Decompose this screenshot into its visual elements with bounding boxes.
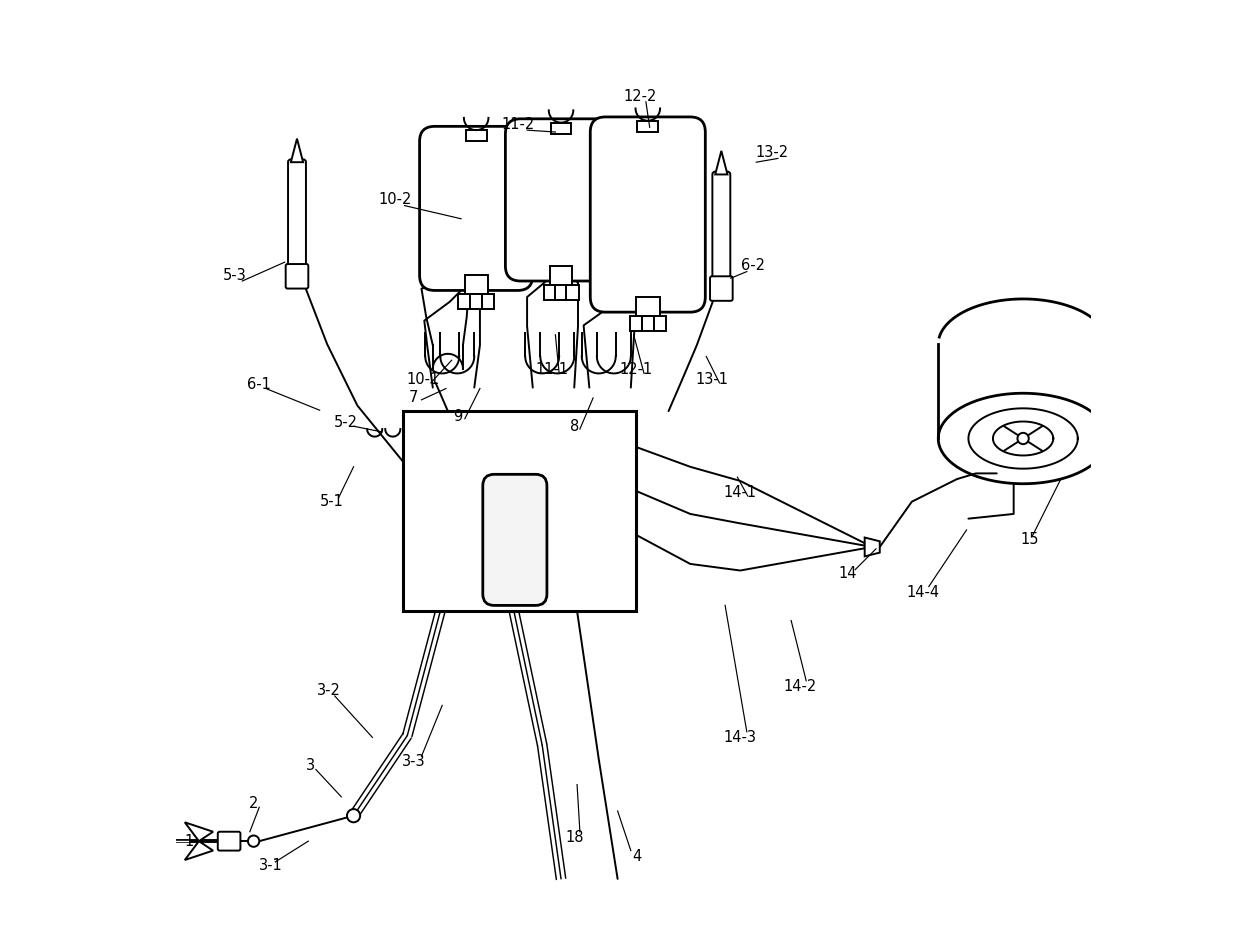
FancyBboxPatch shape bbox=[420, 126, 533, 290]
FancyBboxPatch shape bbox=[590, 117, 705, 312]
Bar bbox=[566, 285, 579, 300]
Bar bbox=[403, 411, 637, 611]
Text: 6-1: 6-1 bbox=[248, 377, 271, 392]
Text: 14-4: 14-4 bbox=[907, 585, 939, 600]
Text: 14: 14 bbox=[839, 566, 857, 581]
Text: 12-1: 12-1 bbox=[620, 362, 653, 377]
FancyBboxPatch shape bbox=[506, 119, 617, 281]
Text: 9: 9 bbox=[452, 409, 462, 424]
FancyBboxPatch shape bbox=[712, 172, 730, 281]
Circle shape bbox=[1017, 433, 1028, 444]
Text: 3: 3 bbox=[306, 758, 315, 773]
FancyBboxPatch shape bbox=[710, 276, 732, 301]
Text: 1: 1 bbox=[185, 834, 195, 849]
Text: 3-3: 3-3 bbox=[403, 754, 426, 769]
Text: 10-1: 10-1 bbox=[406, 372, 440, 387]
FancyBboxPatch shape bbox=[286, 264, 309, 289]
Bar bbox=[637, 121, 658, 132]
Bar bbox=[555, 285, 567, 300]
Text: 18: 18 bbox=[565, 830, 584, 845]
Polygon shape bbox=[185, 822, 213, 841]
Text: 5-3: 5-3 bbox=[223, 268, 247, 283]
Polygon shape bbox=[185, 841, 213, 860]
Bar bbox=[465, 275, 488, 294]
Text: 3-1: 3-1 bbox=[259, 858, 282, 873]
Text: 15: 15 bbox=[1021, 532, 1040, 547]
Text: 14-3: 14-3 bbox=[724, 730, 757, 745]
Circle shape bbox=[248, 835, 259, 847]
Text: 5-1: 5-1 bbox=[320, 494, 344, 509]
Text: 14-2: 14-2 bbox=[784, 679, 818, 694]
Text: 10-2: 10-2 bbox=[378, 192, 411, 207]
Bar bbox=[482, 294, 494, 309]
Text: 11-1: 11-1 bbox=[535, 362, 569, 377]
Bar bbox=[544, 285, 556, 300]
Text: 7: 7 bbox=[409, 390, 419, 405]
Text: 12-2: 12-2 bbox=[623, 89, 657, 104]
Bar bbox=[642, 316, 654, 331]
Text: 6-2: 6-2 bbox=[741, 258, 766, 273]
Text: 3-2: 3-2 bbox=[317, 683, 341, 698]
FancyBboxPatch shape bbox=[287, 159, 306, 269]
Text: 4: 4 bbox=[632, 849, 641, 864]
FancyBboxPatch shape bbox=[483, 474, 546, 605]
Text: 13-1: 13-1 bbox=[695, 372, 729, 387]
Polygon shape bbox=[291, 139, 304, 162]
Polygon shape bbox=[715, 151, 727, 174]
Text: 14-1: 14-1 bbox=[724, 485, 757, 500]
Text: 5-2: 5-2 bbox=[335, 415, 358, 430]
Bar bbox=[629, 316, 642, 331]
Bar bbox=[550, 123, 571, 134]
FancyBboxPatch shape bbox=[218, 832, 240, 851]
Bar bbox=[466, 130, 487, 141]
Text: 13-2: 13-2 bbox=[756, 145, 789, 160]
Text: 2: 2 bbox=[249, 796, 258, 811]
Polygon shape bbox=[865, 538, 880, 556]
Bar bbox=[470, 294, 482, 309]
Bar bbox=[636, 297, 659, 316]
Bar bbox=[653, 316, 665, 331]
Bar bbox=[458, 294, 471, 309]
Text: 8: 8 bbox=[570, 419, 579, 434]
Circle shape bbox=[347, 809, 361, 822]
Text: 11-2: 11-2 bbox=[501, 117, 534, 132]
Bar bbox=[550, 266, 572, 285]
